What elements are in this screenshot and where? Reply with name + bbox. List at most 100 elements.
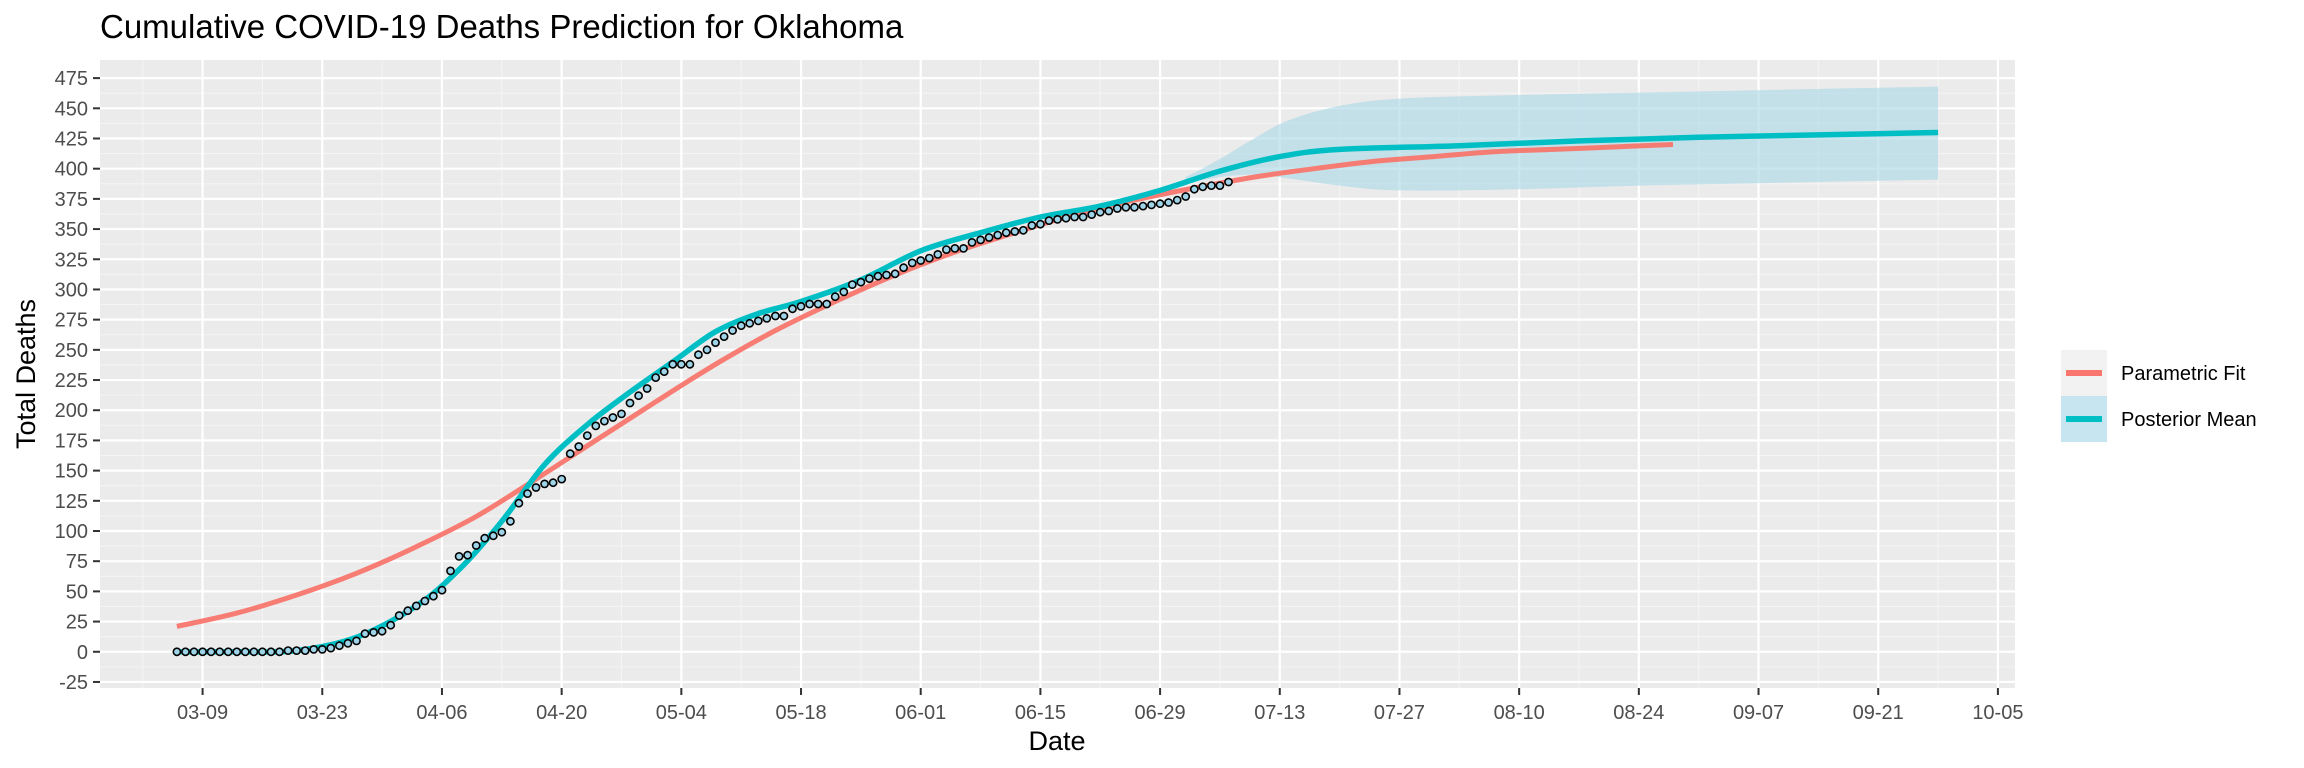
observed-point — [668, 359, 678, 369]
observed-point — [523, 489, 532, 498]
y-tick-label: 75 — [66, 551, 88, 573]
observed-point — [206, 647, 216, 657]
observed-point — [1181, 192, 1191, 201]
observed-point — [728, 326, 737, 335]
y-tick-label: 475 — [55, 68, 88, 90]
observed-point — [634, 391, 643, 401]
observed-point — [1027, 221, 1037, 230]
x-tick-label: 03-23 — [297, 702, 348, 724]
x-tick-label: 05-04 — [656, 702, 707, 724]
observed-point — [420, 596, 430, 606]
observed-point — [873, 271, 883, 281]
observed-point — [899, 263, 908, 273]
observed-point — [377, 626, 387, 636]
observed-point — [360, 629, 370, 639]
observed-point — [352, 636, 361, 646]
observed-point — [1036, 219, 1045, 229]
observed-point — [711, 338, 720, 347]
observed-point — [685, 359, 695, 369]
legend-label-posterior-mean: Posterior Mean — [2121, 409, 2257, 431]
legend: Parametric Fit Posterior Mean — [2061, 350, 2257, 442]
observed-point — [557, 474, 567, 484]
observed-point — [565, 449, 575, 459]
observed-point — [839, 287, 849, 297]
y-tick-label: 100 — [55, 521, 88, 543]
x-axis: 03-09 03-23 04-06 04-20 05-04 05-18 06-01 06-15… — [177, 688, 2023, 724]
observed-point — [702, 345, 712, 355]
observed-point — [882, 270, 891, 280]
observed-point — [788, 304, 797, 314]
y-tick-label: 375 — [55, 189, 88, 211]
observed-point — [976, 235, 985, 245]
observed-point — [847, 280, 857, 289]
observed-point — [1121, 202, 1131, 212]
observed-point — [446, 566, 455, 576]
observed-point — [625, 398, 635, 408]
observed-point — [1215, 181, 1225, 190]
observed-point — [548, 478, 558, 488]
y-tick-label: 300 — [55, 279, 88, 301]
observed-point — [292, 646, 301, 655]
observed-point — [1155, 199, 1165, 209]
observed-point — [386, 620, 396, 630]
x-tick-label: 06-01 — [895, 702, 946, 724]
observed-point — [326, 643, 336, 653]
y-tick-label: 350 — [55, 219, 88, 241]
x-tick-label: 06-29 — [1135, 702, 1186, 724]
y-tick-label: 425 — [55, 129, 88, 151]
observed-point — [865, 274, 874, 283]
y-tick-label: 225 — [55, 370, 88, 392]
observed-point — [1164, 198, 1173, 207]
observed-point — [771, 311, 780, 321]
observed-point — [215, 647, 225, 657]
observed-point — [1095, 207, 1105, 217]
observed-point — [275, 647, 284, 657]
observed-point — [181, 647, 190, 657]
observed-point — [428, 591, 438, 601]
observed-point — [488, 531, 498, 541]
observed-point — [753, 316, 763, 326]
observed-point — [676, 359, 686, 369]
x-tick-label: 10-05 — [1972, 702, 2023, 724]
observed-point — [582, 431, 592, 440]
observed-point — [1207, 181, 1216, 190]
observed-point — [249, 647, 259, 657]
y-axis: -25 0 25 50 75 100 125 150 175 200 225 250 275 300 325… — [55, 68, 100, 694]
x-tick-label: 04-06 — [416, 702, 467, 724]
observed-point — [497, 527, 507, 537]
y-tick-label: 450 — [55, 98, 88, 120]
observed-point — [1087, 210, 1097, 219]
observed-point — [1018, 225, 1028, 235]
observed-point — [411, 601, 421, 611]
observed-point — [1172, 195, 1182, 205]
observed-point — [1078, 212, 1088, 222]
observed-point — [574, 442, 584, 451]
observed-point — [514, 498, 524, 508]
observed-point — [403, 606, 413, 616]
observed-point — [283, 646, 293, 655]
observed-point — [232, 647, 242, 657]
y-tick-label: 0 — [77, 642, 88, 664]
x-tick-label: 08-24 — [1613, 702, 1664, 724]
observed-point — [471, 541, 481, 550]
observed-point — [856, 277, 866, 287]
x-tick-label: 09-21 — [1853, 702, 1904, 724]
observed-point — [822, 299, 832, 309]
observed-point — [942, 245, 951, 254]
observed-point — [334, 641, 344, 651]
observed-points — [172, 177, 1233, 657]
observed-point — [745, 318, 755, 328]
observed-point — [1001, 228, 1011, 238]
observed-point — [993, 230, 1003, 240]
y-tick-label: 200 — [55, 400, 88, 422]
observed-point — [189, 647, 199, 657]
observed-point — [463, 550, 472, 560]
x-tick-label: 04-20 — [536, 702, 587, 724]
observed-point — [1010, 227, 1020, 236]
observed-point — [1224, 177, 1233, 187]
x-tick-label: 08-10 — [1494, 702, 1545, 724]
observed-point — [591, 421, 601, 431]
observed-point — [642, 384, 652, 393]
x-tick-label: 07-13 — [1254, 702, 1305, 724]
observed-point — [1061, 213, 1071, 223]
